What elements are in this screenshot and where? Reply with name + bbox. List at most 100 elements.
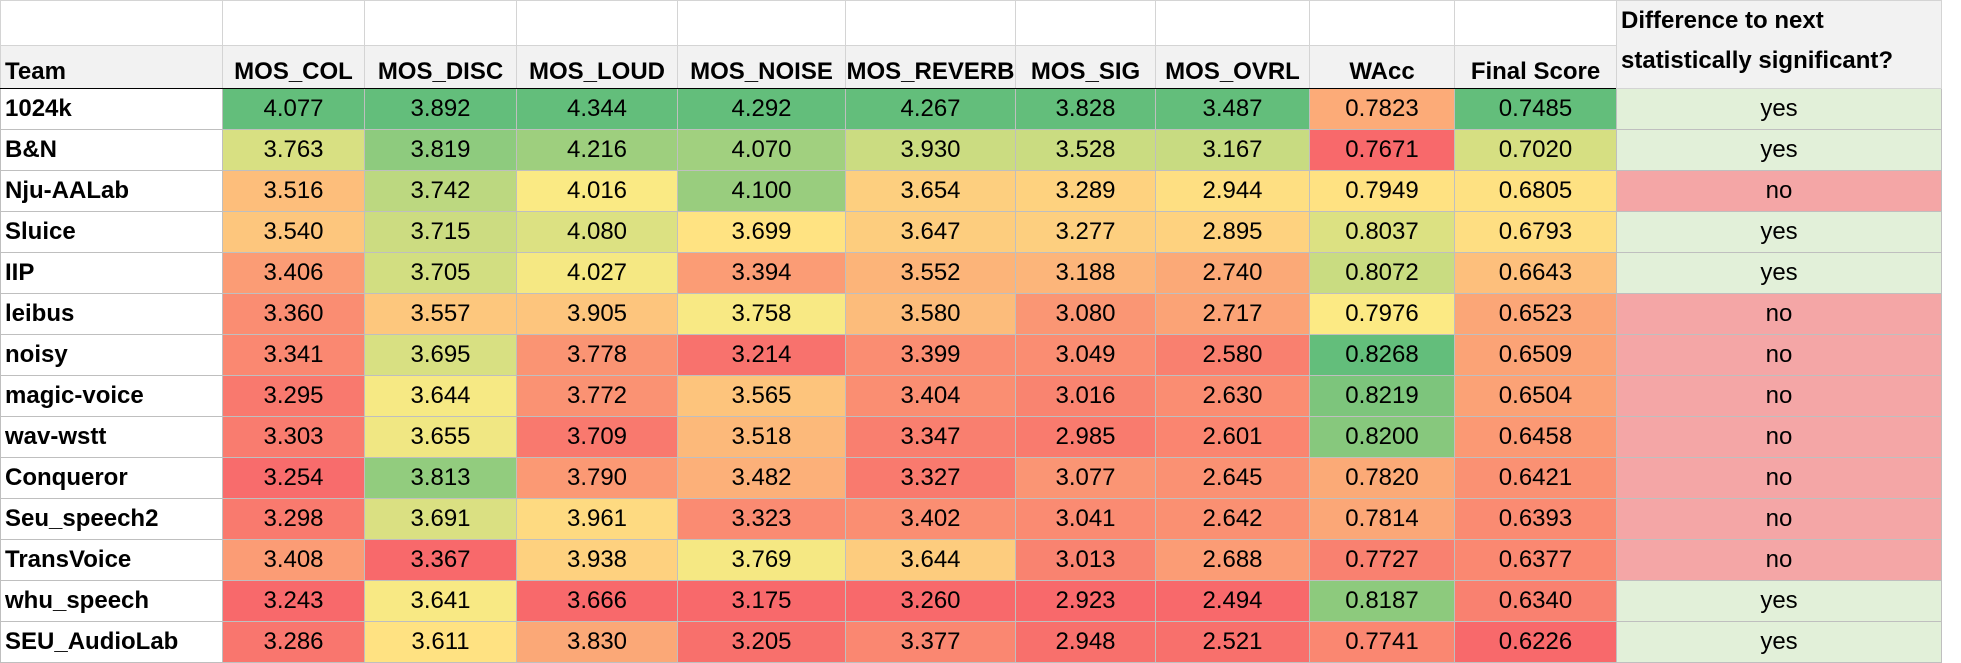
score-cell[interactable]: 3.277 — [1015, 211, 1156, 253]
score-cell[interactable]: 3.961 — [516, 498, 678, 540]
cell[interactable] — [1155, 0, 1310, 46]
score-cell[interactable]: 3.516 — [222, 170, 365, 212]
team-header[interactable]: Team — [0, 45, 223, 89]
score-cell[interactable]: 3.013 — [1015, 539, 1156, 581]
score-cell[interactable]: 4.267 — [845, 88, 1016, 130]
score-cell[interactable]: 3.758 — [677, 293, 846, 335]
metric-header[interactable]: MOS_LOUD — [516, 45, 678, 89]
score-cell[interactable]: 2.642 — [1155, 498, 1310, 540]
score-cell[interactable]: 3.691 — [364, 498, 517, 540]
team-cell[interactable]: noisy — [0, 334, 223, 376]
score-cell[interactable]: 3.778 — [516, 334, 678, 376]
score-cell[interactable]: 3.080 — [1015, 293, 1156, 335]
score-cell[interactable]: 3.394 — [677, 252, 846, 294]
score-cell[interactable]: 0.8200 — [1309, 416, 1455, 458]
score-cell[interactable]: 3.260 — [845, 580, 1016, 622]
score-cell[interactable]: 3.655 — [364, 416, 517, 458]
score-cell[interactable]: 3.487 — [1155, 88, 1310, 130]
score-cell[interactable]: 0.6393 — [1454, 498, 1617, 540]
score-cell[interactable]: 2.645 — [1155, 457, 1310, 499]
score-cell[interactable]: 3.540 — [222, 211, 365, 253]
score-cell[interactable]: 2.948 — [1015, 621, 1156, 663]
score-cell[interactable]: 0.6643 — [1454, 252, 1617, 294]
significance-cell[interactable]: no — [1616, 416, 1942, 458]
score-cell[interactable]: 3.406 — [222, 252, 365, 294]
score-cell[interactable]: 0.7820 — [1309, 457, 1455, 499]
score-cell[interactable]: 3.769 — [677, 539, 846, 581]
score-cell[interactable]: 3.715 — [364, 211, 517, 253]
score-cell[interactable]: 2.740 — [1155, 252, 1310, 294]
score-cell[interactable]: 0.8037 — [1309, 211, 1455, 253]
score-cell[interactable]: 3.699 — [677, 211, 846, 253]
score-cell[interactable]: 3.188 — [1015, 252, 1156, 294]
metric-header[interactable]: MOS_DISC — [364, 45, 517, 89]
score-cell[interactable]: 0.6458 — [1454, 416, 1617, 458]
score-cell[interactable]: 4.080 — [516, 211, 678, 253]
score-cell[interactable]: 0.6504 — [1454, 375, 1617, 417]
score-cell[interactable]: 3.303 — [222, 416, 365, 458]
score-cell[interactable]: 3.528 — [1015, 129, 1156, 171]
score-cell[interactable]: 3.341 — [222, 334, 365, 376]
score-cell[interactable]: 3.289 — [1015, 170, 1156, 212]
score-cell[interactable]: 3.742 — [364, 170, 517, 212]
team-cell[interactable]: whu_speech — [0, 580, 223, 622]
metric-header[interactable]: MOS_OVRL — [1155, 45, 1310, 89]
score-cell[interactable]: 0.6523 — [1454, 293, 1617, 335]
score-cell[interactable]: 3.175 — [677, 580, 846, 622]
score-cell[interactable]: 0.6377 — [1454, 539, 1617, 581]
score-cell[interactable]: 0.6226 — [1454, 621, 1617, 663]
score-cell[interactable]: 3.041 — [1015, 498, 1156, 540]
score-cell[interactable]: 2.985 — [1015, 416, 1156, 458]
score-cell[interactable]: 2.521 — [1155, 621, 1310, 663]
score-cell[interactable]: 3.892 — [364, 88, 517, 130]
score-cell[interactable]: 3.402 — [845, 498, 1016, 540]
score-cell[interactable]: 3.763 — [222, 129, 365, 171]
score-cell[interactable]: 2.494 — [1155, 580, 1310, 622]
significance-cell[interactable]: no — [1616, 170, 1942, 212]
significance-cell[interactable]: yes — [1616, 252, 1942, 294]
score-cell[interactable]: 3.295 — [222, 375, 365, 417]
score-cell[interactable]: 3.214 — [677, 334, 846, 376]
score-cell[interactable]: 3.518 — [677, 416, 846, 458]
score-cell[interactable]: 3.772 — [516, 375, 678, 417]
score-cell[interactable]: 3.790 — [516, 457, 678, 499]
score-cell[interactable]: 3.641 — [364, 580, 517, 622]
score-cell[interactable]: 3.905 — [516, 293, 678, 335]
score-cell[interactable]: 3.399 — [845, 334, 1016, 376]
score-cell[interactable]: 0.6509 — [1454, 334, 1617, 376]
score-cell[interactable]: 3.828 — [1015, 88, 1156, 130]
significance-cell[interactable]: no — [1616, 539, 1942, 581]
score-cell[interactable]: 3.709 — [516, 416, 678, 458]
score-cell[interactable]: 0.7741 — [1309, 621, 1455, 663]
score-cell[interactable]: 2.717 — [1155, 293, 1310, 335]
score-cell[interactable]: 0.7727 — [1309, 539, 1455, 581]
score-cell[interactable]: 4.216 — [516, 129, 678, 171]
cell[interactable] — [516, 0, 678, 46]
score-cell[interactable]: 4.100 — [677, 170, 846, 212]
team-cell[interactable]: TransVoice — [0, 539, 223, 581]
score-cell[interactable]: 3.611 — [364, 621, 517, 663]
score-cell[interactable]: 3.830 — [516, 621, 678, 663]
score-cell[interactable]: 3.666 — [516, 580, 678, 622]
score-cell[interactable]: 3.482 — [677, 457, 846, 499]
score-cell[interactable]: 3.819 — [364, 129, 517, 171]
score-cell[interactable]: 0.7823 — [1309, 88, 1455, 130]
score-cell[interactable]: 3.347 — [845, 416, 1016, 458]
score-cell[interactable]: 0.6340 — [1454, 580, 1617, 622]
score-cell[interactable]: 0.6805 — [1454, 170, 1617, 212]
team-cell[interactable]: Conqueror — [0, 457, 223, 499]
team-cell[interactable]: Sluice — [0, 211, 223, 253]
score-cell[interactable]: 0.7671 — [1309, 129, 1455, 171]
score-cell[interactable]: 3.016 — [1015, 375, 1156, 417]
team-cell[interactable]: magic-voice — [0, 375, 223, 417]
significance-cell[interactable]: no — [1616, 375, 1942, 417]
score-cell[interactable]: 0.7976 — [1309, 293, 1455, 335]
cell[interactable] — [845, 0, 1016, 46]
score-cell[interactable]: 3.360 — [222, 293, 365, 335]
score-cell[interactable]: 2.580 — [1155, 334, 1310, 376]
score-cell[interactable]: 2.944 — [1155, 170, 1310, 212]
score-cell[interactable]: 0.8072 — [1309, 252, 1455, 294]
significance-cell[interactable]: no — [1616, 293, 1942, 335]
score-cell[interactable]: 3.298 — [222, 498, 365, 540]
score-cell[interactable]: 3.377 — [845, 621, 1016, 663]
